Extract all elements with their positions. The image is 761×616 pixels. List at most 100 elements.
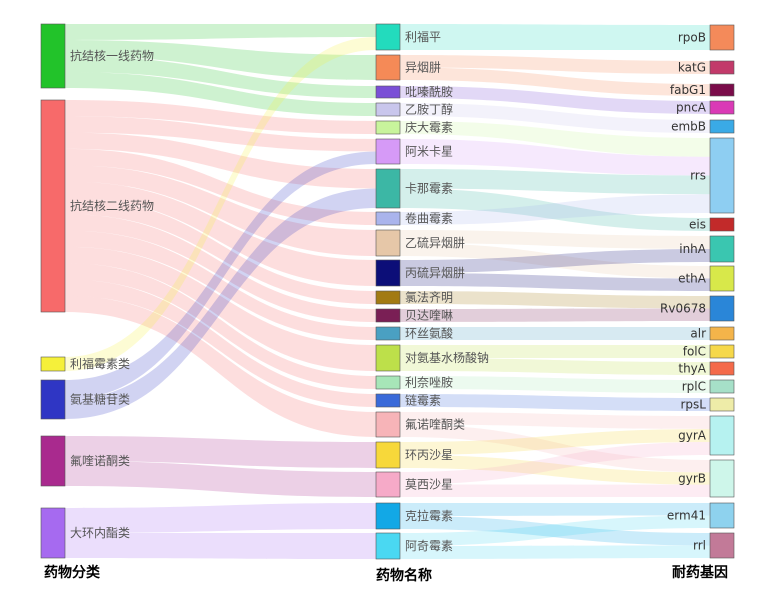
category-node[interactable] [40,435,66,487]
flow-d19-g17 [400,484,710,497]
gene-label: rrs [690,169,706,183]
gene-label: fabG1 [670,83,706,97]
gene-node[interactable] [709,119,735,134]
drug-node[interactable] [375,471,401,498]
gene-label: inhA [679,242,707,256]
drug-node[interactable] [375,441,401,469]
category-label: 大环内酯类 [70,526,130,540]
flow-c2-d14 [65,246,376,371]
drug-node[interactable] [375,229,401,257]
category-node[interactable] [40,23,66,89]
flow-c2-d11 [65,197,376,304]
drug-label: 氟诺喹酮类 [405,417,465,432]
drug-label: 利福平 [405,29,441,44]
gene-node[interactable] [709,502,735,529]
flow-c3-d1 [65,37,376,371]
gene-node[interactable] [709,344,735,359]
gene-label: embB [671,120,706,134]
flow-c2-d6 [65,116,376,152]
drug-node[interactable] [375,23,401,51]
flow-c2-d12 [65,214,376,322]
gene-node[interactable] [709,265,735,292]
drug-node[interactable] [375,393,401,408]
drug-node[interactable] [375,120,401,135]
category-node[interactable] [40,379,66,420]
drug-node[interactable] [375,411,401,438]
gene-node[interactable] [709,361,735,376]
drug-node[interactable] [375,168,401,209]
drug-label: 卡那霉素 [405,182,453,196]
flow-c1-d3 [65,56,376,98]
flow-c2-d7 [65,132,376,189]
flow-d8-g6 [400,194,710,225]
flow-c4-d7 [65,188,376,419]
gene-label: folC [683,345,706,359]
drug-label: 丙硫异烟肼 [405,265,465,280]
drug-label: 庆大霉素 [405,121,453,135]
gene-node[interactable] [709,137,735,214]
flow-d2-g3 [400,67,710,96]
gene-node[interactable] [709,415,735,456]
flow-d20-g18 [400,503,710,516]
gene-node[interactable] [709,532,735,559]
flow-d16-g15 [400,394,710,411]
flow-c1-d4 [65,72,376,116]
gene-node[interactable] [709,100,735,115]
drug-node[interactable] [375,259,401,287]
drug-node[interactable] [375,308,401,323]
flow-c6-d20 [65,503,376,533]
flow-d17-g16 [400,412,710,429]
flow-c6-d21 [65,533,376,559]
gene-label: rrl [693,539,706,553]
drug-node[interactable] [375,344,401,372]
drug-node[interactable] [375,211,401,226]
drug-node[interactable] [375,532,401,560]
drug-node[interactable] [375,375,401,390]
drug-node[interactable] [375,54,401,81]
gene-node[interactable] [709,459,735,498]
flow-d19-g16 [400,442,710,485]
flow-d14-g13 [400,358,710,375]
gene-node[interactable] [709,24,735,51]
gene-node[interactable] [709,379,735,394]
gene-node[interactable] [709,295,735,322]
gene-node[interactable] [709,235,735,263]
drug-node[interactable] [375,138,401,165]
drug-label: 克拉霉素 [405,508,453,523]
drug-label: 阿奇霉素 [405,539,453,553]
drug-node[interactable] [375,102,401,117]
drug-node[interactable] [375,290,401,305]
gene-node[interactable] [709,217,735,232]
flow-d6-g6 [400,139,710,176]
drug-node[interactable] [375,326,401,341]
category-node[interactable] [40,507,66,559]
category-node[interactable] [40,99,66,313]
gene-node[interactable] [709,83,735,97]
flow-c2-d13 [65,230,376,340]
flow-d1-g1 [400,24,710,50]
flow-d18-g17 [400,455,710,485]
axis-label-categories: 药物分类 [44,564,101,581]
gene-node[interactable] [709,397,735,412]
gene-label: gyrB [678,472,706,486]
flow-c5-d19 [65,461,376,497]
nodes-layer [40,23,735,560]
flow-c1-d2 [65,40,376,80]
flow-d9-g9 [400,243,710,279]
gene-label: eis [689,218,706,232]
drug-label: 乙硫异烟肼 [405,235,465,250]
flow-c2-d10 [65,181,376,286]
gene-node[interactable] [709,60,735,75]
flow-c4-d6 [65,151,376,400]
flow-d3-g4 [400,86,710,114]
gene-label: ethA [678,272,707,286]
flow-d4-g5 [400,103,710,133]
drug-label: 乙胺丁醇 [405,102,453,117]
drug-node[interactable] [375,502,401,530]
category-node[interactable] [40,356,66,372]
gene-node[interactable] [709,326,735,341]
flow-c2-d17 [65,295,376,437]
flow-d11-g10 [400,291,710,309]
drug-node[interactable] [375,85,401,99]
gene-label: katG [678,61,706,75]
